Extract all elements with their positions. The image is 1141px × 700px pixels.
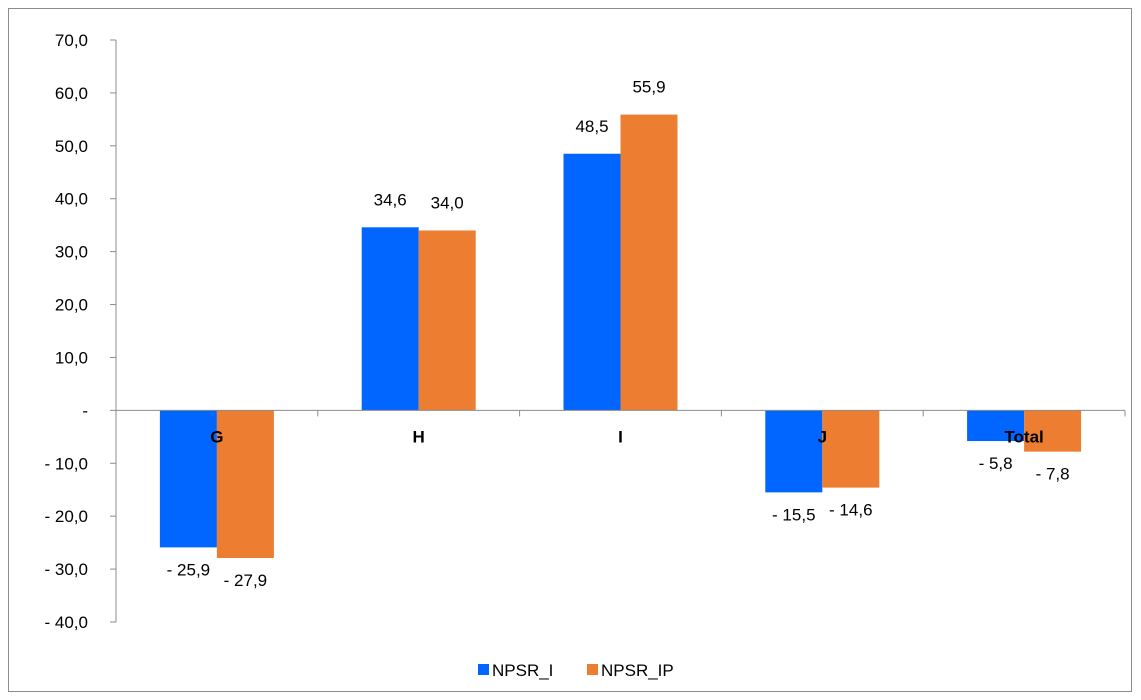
zero-line bbox=[115, 409, 1126, 417]
legend: NPSR_I NPSR_IP bbox=[478, 661, 674, 680]
bar-npsr-ip-h bbox=[418, 230, 476, 411]
y-tick-label: - bbox=[82, 401, 88, 420]
category-label-g: G bbox=[210, 427, 223, 446]
bar-npsr-i-total bbox=[967, 410, 1025, 442]
bar-npsr-ip-g bbox=[216, 410, 274, 558]
data-label: - 25,9 bbox=[167, 560, 210, 579]
category-label-total: Total bbox=[1004, 427, 1043, 446]
category-labels: G H I J Total bbox=[210, 427, 1043, 446]
y-tick-label: 20,0 bbox=[55, 296, 88, 315]
data-label: - 7,8 bbox=[1036, 465, 1070, 484]
category-label-j: J bbox=[818, 427, 827, 446]
bar-npsr-ip-i bbox=[620, 114, 678, 411]
category-label-h: H bbox=[413, 427, 425, 446]
bars bbox=[159, 114, 1082, 558]
data-label: 34,6 bbox=[374, 190, 407, 209]
data-label: - 14,6 bbox=[829, 501, 872, 520]
data-label: - 15,5 bbox=[772, 505, 815, 524]
legend-label: NPSR_I bbox=[492, 661, 553, 680]
bar-npsr-i-i bbox=[563, 153, 621, 411]
y-tick-label: 70,0 bbox=[55, 31, 88, 50]
bar-npsr-ip-j bbox=[822, 410, 880, 488]
bar-npsr-i-h bbox=[361, 227, 419, 411]
legend-swatch bbox=[478, 664, 489, 675]
bar-npsr-i-g bbox=[159, 410, 217, 548]
data-label: - 27,9 bbox=[224, 571, 267, 590]
y-tick-label: 10,0 bbox=[55, 348, 88, 367]
data-labels: - 25,9 - 27,9 34,6 34,0 48,5 55,9 - 15,5 - 14,6… bbox=[167, 78, 1070, 590]
y-tick-label: - 40,0 bbox=[45, 613, 88, 632]
y-tick-label: 40,0 bbox=[55, 190, 88, 209]
y-tick-label: - 30,0 bbox=[45, 560, 88, 579]
y-tick-label: 60,0 bbox=[55, 84, 88, 103]
data-label: 48,5 bbox=[575, 117, 608, 136]
y-tick-label: 30,0 bbox=[55, 243, 88, 262]
bar-npsr-ip-total bbox=[1024, 410, 1082, 452]
bar-npsr-i-j bbox=[765, 410, 823, 493]
legend-label: NPSR_IP bbox=[601, 661, 674, 680]
legend-swatch bbox=[587, 664, 598, 675]
category-label-i: I bbox=[618, 427, 623, 446]
y-tick-label: - 20,0 bbox=[45, 507, 88, 526]
data-label: 55,9 bbox=[632, 78, 665, 97]
data-label: 34,0 bbox=[431, 193, 464, 212]
data-label: - 5,8 bbox=[979, 454, 1013, 473]
y-axis: 70,0 60,0 50,0 40,0 30,0 20,0 10,0 - - 10,0 - 20,… bbox=[45, 31, 117, 632]
y-tick-label: 50,0 bbox=[55, 137, 88, 156]
y-tick-label: - 10,0 bbox=[45, 454, 88, 473]
